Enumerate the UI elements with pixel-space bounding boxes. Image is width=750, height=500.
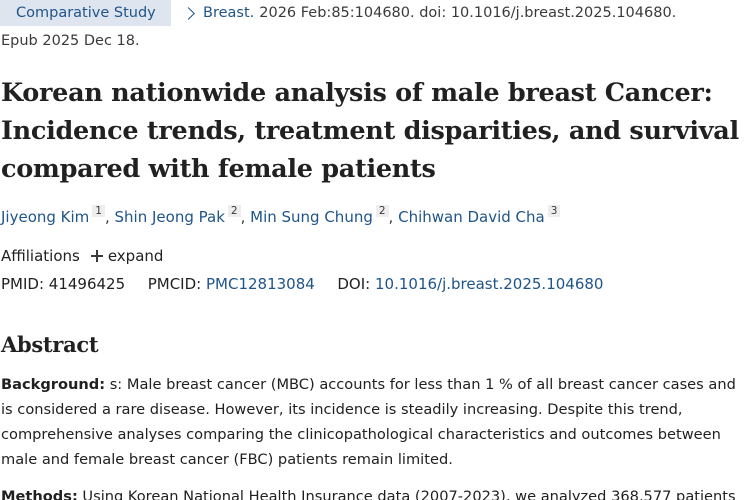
epub-date: Epub 2025 Dec 18. (1, 33, 140, 49)
methods-label: Methods: (1, 488, 78, 500)
author-link[interactable]: Shin Jeong Pak (114, 208, 225, 226)
background-text: s: Male breast cancer (MBC) accounts for… (1, 376, 736, 468)
pmcid-label: PMCID: (147, 275, 202, 293)
authors-list: Jiyeong Kim 1, Shin Jeong Pak 2, Min Sung … (1, 205, 561, 226)
affiliation-ref[interactable]: 1 (92, 205, 105, 217)
chevron-right-icon (182, 6, 195, 20)
pmcid-link[interactable]: PMC12813084 (206, 275, 315, 293)
article-title: Korean nationwide analysis of male breas… (1, 78, 739, 184)
plus-icon[interactable] (90, 250, 103, 262)
doi-link[interactable]: 10.1016/j.breast.2025.104680 (375, 275, 604, 293)
pmid-value: 41496425 (48, 275, 126, 293)
abstract-heading: Abstract (1, 332, 99, 357)
abstract-background: Background: s: Male breast cancer (MBC) … (1, 372, 746, 472)
methods-text: Using Korean National Health Insurance d… (77, 488, 736, 500)
pmid-label: PMID: (1, 275, 45, 293)
citation-bar: Comparative Study Breast. 2026 Feb:85:10… (0, 0, 677, 26)
affiliations-row: Affiliations expand (1, 247, 163, 265)
doi-label: DOI: (337, 275, 371, 293)
author-link[interactable]: Min Sung Chung (250, 208, 373, 226)
author-separator: , (388, 208, 399, 226)
citation-details: 2026 Feb:85:104680. doi: 10.1016/j.breas… (259, 5, 677, 21)
affiliation-ref[interactable]: 2 (227, 205, 241, 217)
publication-type-badge[interactable]: Comparative Study (0, 0, 171, 26)
identifiers-row: PMID: 41496425 PMCID: PMC12813084 DOI: 1… (1, 275, 603, 293)
author-separator: , (240, 208, 251, 226)
expand-affiliations-button[interactable]: expand (107, 247, 164, 265)
affiliation-ref[interactable]: 3 (547, 205, 561, 217)
author-separator: , (104, 208, 115, 226)
journal-link[interactable]: Breast. (203, 5, 255, 21)
affiliations-label: Affiliations (1, 247, 80, 265)
abstract-methods: Methods: Using Korean National Health In… (1, 484, 746, 500)
background-label: Background: (1, 376, 106, 393)
author-link[interactable]: Chihwan David Cha (398, 208, 545, 226)
affiliation-ref[interactable]: 2 (375, 205, 389, 217)
author-link[interactable]: Jiyeong Kim (1, 208, 90, 226)
